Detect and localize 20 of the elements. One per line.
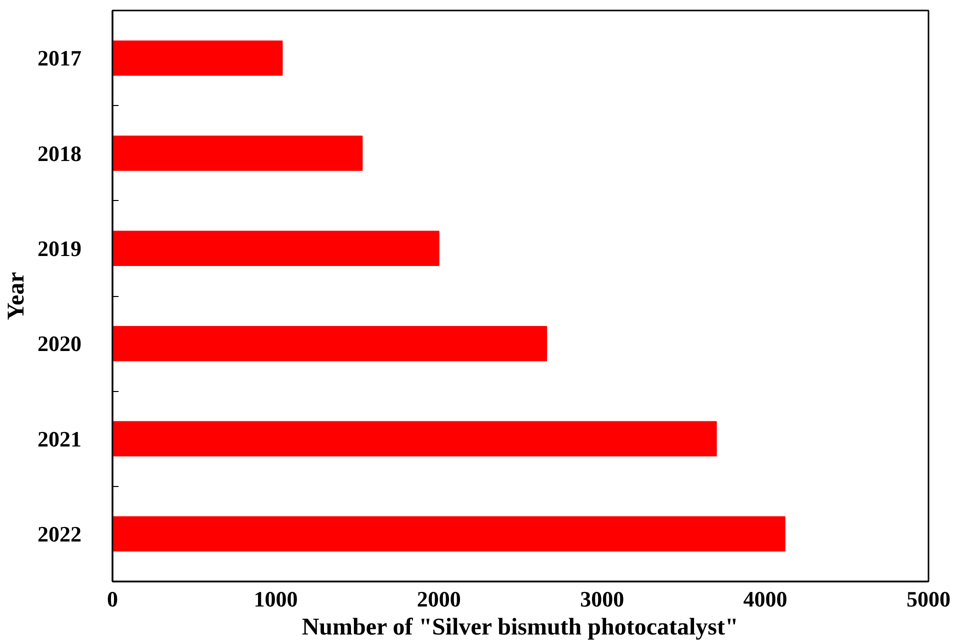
y-tick-label: 2021 <box>38 426 82 452</box>
y-tick-label: 2018 <box>38 140 82 166</box>
bar <box>112 136 363 171</box>
y-tick-label: 2019 <box>38 236 82 261</box>
x-tick-label: 1000 <box>254 586 298 612</box>
bar <box>112 326 548 362</box>
y-tick-label: 2017 <box>38 46 82 71</box>
x-tick-label: 4000 <box>743 586 788 612</box>
y-tick-label: 2022 <box>38 521 82 546</box>
y-tick-label: 2020 <box>38 331 82 356</box>
bar <box>112 230 440 266</box>
x-tick-label: 2000 <box>416 586 461 612</box>
bar <box>112 40 283 76</box>
y-axis-title: Year <box>4 272 30 320</box>
x-axis-title: Number of "Silver bismuth photocatalyst" <box>302 614 738 640</box>
x-tick-label: 5000 <box>906 586 950 612</box>
bar <box>112 516 786 552</box>
x-tick-label: 3000 <box>580 586 624 612</box>
bar <box>112 421 717 456</box>
x-tick-label: 0 <box>107 586 118 612</box>
